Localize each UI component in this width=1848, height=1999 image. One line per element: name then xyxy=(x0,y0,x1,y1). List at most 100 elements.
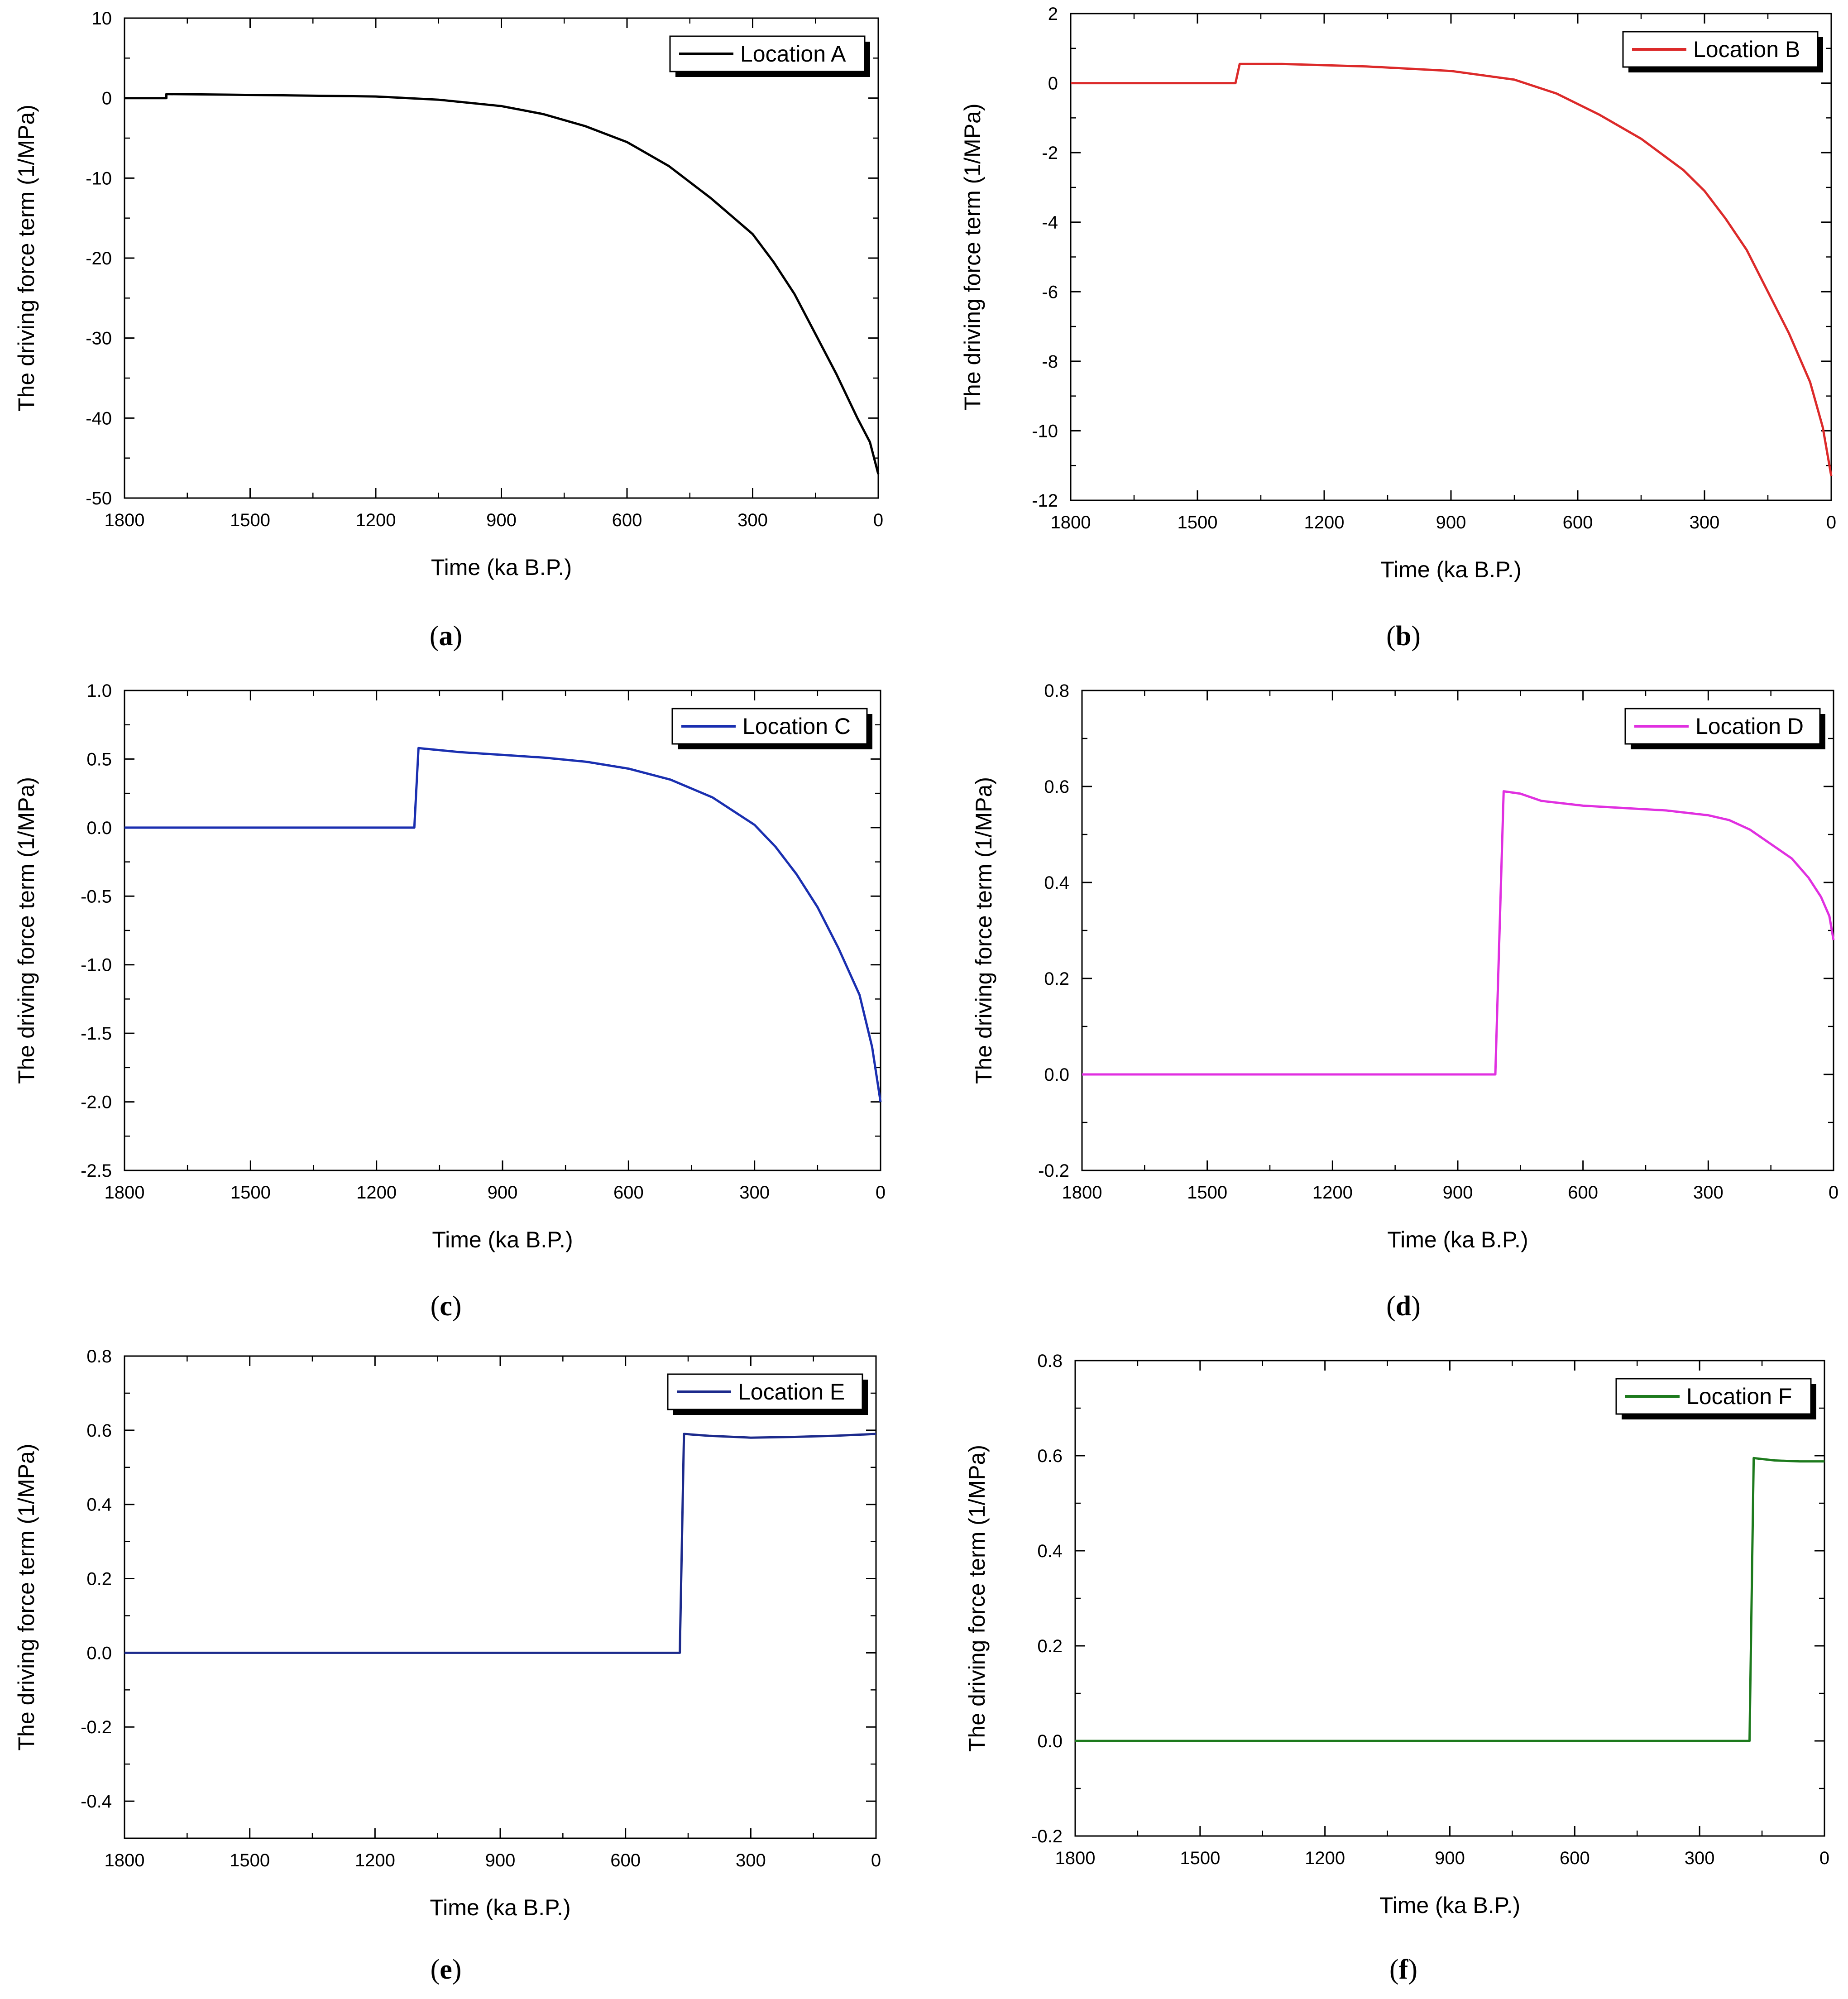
y-tick-label: 0.6 xyxy=(86,1421,112,1441)
x-axis-title: Time (ka B.P.) xyxy=(430,1895,570,1920)
chart-panel-f: 1800 1500 1200 900 600 300 0 0.8 0.6 0.4 0.2 0.0 -0.… xyxy=(964,1351,1829,1985)
x-tick-label: 1500 xyxy=(1180,1848,1220,1868)
x-axis-title: Time (ka B.P.) xyxy=(1387,1227,1528,1252)
series-line-location-b xyxy=(1071,62,1833,476)
y-tick-label: 0.5 xyxy=(86,749,112,769)
x-tick-label: 1800 xyxy=(1062,1183,1102,1203)
y-tick-label: 10 xyxy=(92,9,112,29)
y-tick-label: 0.0 xyxy=(1044,1065,1069,1085)
x-tick-label: 1500 xyxy=(1178,513,1218,532)
plot-frame xyxy=(1074,1360,1825,1837)
x-tick-label: 1800 xyxy=(105,1183,145,1203)
panel-caption-letter: d xyxy=(1396,1291,1411,1322)
panel-caption: (e) xyxy=(431,1954,462,1985)
panel-caption-letter: c xyxy=(440,1291,452,1322)
x-tick-label: 1200 xyxy=(355,1850,395,1870)
x-tick-label: 300 xyxy=(739,1183,770,1203)
y-tick-label: 0.2 xyxy=(1037,1636,1063,1656)
x-tick-label: 1200 xyxy=(1305,1848,1345,1868)
y-tick-label: 0.0 xyxy=(86,818,112,838)
y-tick-label: 0.6 xyxy=(1044,777,1069,797)
y-tick-label: -1.5 xyxy=(81,1024,112,1044)
y-tick-label: -2 xyxy=(1042,143,1058,163)
chart-panel-a: 1800 1500 1200 900 600 300 0 10 0 -10 -20 -30 -40 -50… xyxy=(14,9,883,652)
y-axis-title: The driving force term (1/MPa) xyxy=(971,777,996,1084)
legend-label: Location D xyxy=(1695,714,1804,739)
x-axis-title: Time (ka B.P.) xyxy=(431,555,572,580)
x-tick-label: 0 xyxy=(1829,1183,1838,1203)
x-tick-label: 1800 xyxy=(1055,1848,1096,1868)
x-tick-label: 600 xyxy=(1568,1183,1598,1203)
x-tick-label: 1800 xyxy=(105,510,145,530)
x-tick-label: 0 xyxy=(1826,513,1836,532)
y-tick-label: 0.0 xyxy=(86,1643,112,1663)
x-tick-label: 1800 xyxy=(105,1850,145,1870)
legend: Location C xyxy=(671,708,872,749)
x-tick-label: 900 xyxy=(488,1183,518,1203)
x-tick-label: 600 xyxy=(1560,1848,1590,1868)
x-tick-label: 0 xyxy=(871,1850,881,1870)
y-tick-label: -12 xyxy=(1032,491,1058,511)
y-tick-label: 0.8 xyxy=(1044,681,1069,701)
legend: Location F xyxy=(1615,1378,1816,1419)
y-axis-title: The driving force term (1/MPa) xyxy=(964,1445,990,1752)
x-axis-title: Time (ka B.P.) xyxy=(1380,557,1521,582)
x-tick-label: 600 xyxy=(1563,513,1593,532)
x-axis-title: Time (ka B.P.) xyxy=(432,1227,573,1252)
x-tick-label: 600 xyxy=(610,1850,641,1870)
series-line-location-d xyxy=(1082,790,1835,1076)
x-tick-label: 1200 xyxy=(356,1183,397,1203)
x-tick-label: 1500 xyxy=(230,510,270,530)
y-tick-label: -40 xyxy=(86,408,112,428)
y-tick-label: 0.2 xyxy=(1044,969,1069,989)
y-tick-label: -0.2 xyxy=(1031,1826,1063,1846)
y-tick-label: -2.5 xyxy=(81,1161,112,1181)
y-tick-label: -0.4 xyxy=(81,1792,112,1812)
series-line-location-f xyxy=(1075,1457,1824,1742)
y-tick-label: 0 xyxy=(1048,74,1058,94)
y-tick-label: 0.0 xyxy=(1037,1731,1063,1751)
x-tick-label: 300 xyxy=(1685,1848,1715,1868)
x-tick-label: 600 xyxy=(613,1183,644,1203)
y-tick-label: 0.8 xyxy=(86,1347,112,1366)
y-axis-title: The driving force term (1/MPa) xyxy=(14,105,39,412)
plot-frame xyxy=(124,690,881,1171)
y-tick-label: 0.4 xyxy=(1044,873,1069,893)
y-tick-label: -30 xyxy=(86,329,112,349)
x-tick-label: 0 xyxy=(873,510,883,530)
x-tick-label: 1500 xyxy=(230,1850,270,1870)
x-tick-label: 1200 xyxy=(1312,1183,1353,1203)
legend: Location A xyxy=(669,35,870,77)
x-tick-label: 300 xyxy=(737,510,768,530)
x-tick-label: 600 xyxy=(612,510,642,530)
legend-label: Location B xyxy=(1693,37,1800,62)
x-tick-label: 1800 xyxy=(1051,513,1091,532)
y-tick-label: 0.2 xyxy=(86,1569,112,1589)
y-tick-label: 1.0 xyxy=(86,681,112,701)
y-tick-label: 0.8 xyxy=(1037,1351,1063,1371)
y-tick-label: -0.5 xyxy=(81,887,112,906)
x-tick-label: 900 xyxy=(486,510,517,530)
y-tick-label: -20 xyxy=(86,249,112,268)
x-tick-label: 300 xyxy=(736,1850,766,1870)
plot-frame xyxy=(124,17,879,499)
x-tick-label: 300 xyxy=(1693,1183,1724,1203)
plot-frame xyxy=(1070,13,1832,501)
y-tick-label: -6 xyxy=(1042,282,1058,302)
y-tick-label: 0.4 xyxy=(1037,1541,1063,1561)
panel-caption-letter: f xyxy=(1399,1954,1409,1985)
plot-frame xyxy=(1081,690,1834,1171)
panel-caption: (f) xyxy=(1389,1954,1417,1985)
x-tick-label: 900 xyxy=(485,1850,516,1870)
chart-panel-b: 1800 1500 1200 900 600 300 0 2 0 -2 -4 -6 -8 -10 -12 Ti… xyxy=(960,4,1836,652)
y-tick-label: -10 xyxy=(86,168,112,188)
x-tick-label: 900 xyxy=(1435,1848,1465,1868)
legend: Location B xyxy=(1622,31,1823,72)
y-tick-label: 0.4 xyxy=(86,1495,112,1515)
x-tick-label: 1500 xyxy=(1187,1183,1227,1203)
x-axis-title: Time (ka B.P.) xyxy=(1379,1893,1520,1918)
y-tick-label: -2.0 xyxy=(81,1093,112,1112)
series-line-location-c xyxy=(124,747,882,1102)
panel-caption-letter: a xyxy=(439,621,453,652)
x-tick-label: 300 xyxy=(1690,513,1720,532)
